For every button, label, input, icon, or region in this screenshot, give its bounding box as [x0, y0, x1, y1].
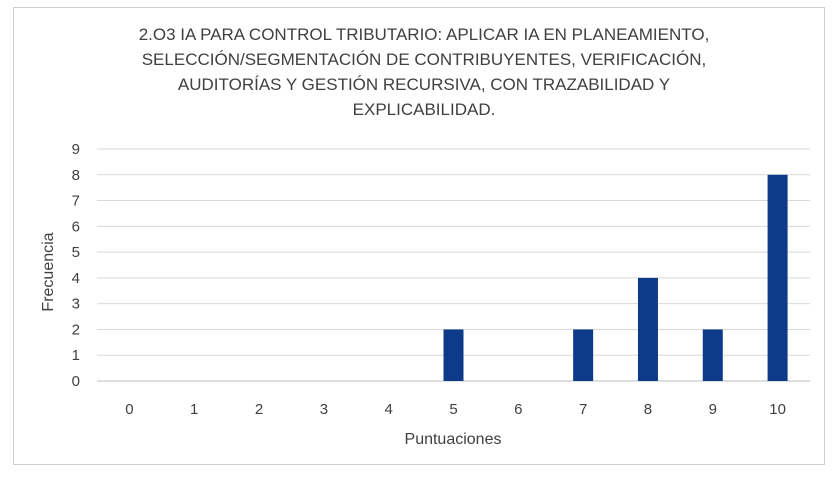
bar-5	[443, 329, 464, 381]
y-tick-label: 4	[72, 270, 80, 287]
y-tick-label: 6	[72, 218, 80, 235]
x-tick-label: 3	[320, 401, 328, 418]
chart-title: 2.O3 IA PARA CONTROL TRIBUTARIO: APLICAR…	[138, 25, 710, 119]
y-axis-title: Frecuencia	[40, 232, 57, 311]
x-tick-label: 1	[190, 401, 198, 418]
y-tick-label: 5	[72, 244, 80, 261]
bar-10	[767, 174, 788, 381]
x-tick-label: 7	[579, 401, 587, 418]
x-axis-title: Puntuaciones	[405, 431, 502, 448]
bar-7	[573, 329, 594, 381]
chart-frame: 2.O3 IA PARA CONTROL TRIBUTARIO: APLICAR…	[13, 7, 825, 465]
y-tick-label: 1	[72, 347, 80, 364]
y-tick-label: 9	[72, 141, 80, 158]
x-tick-label: 5	[449, 401, 457, 418]
y-tick-labels: 0 1 2 3 4 5 6 7 8 9	[72, 141, 80, 390]
x-tick-label: 6	[514, 401, 522, 418]
y-tick-label: 0	[72, 373, 80, 390]
y-tick-label: 2	[72, 321, 80, 338]
y-tick-label: 8	[72, 167, 80, 184]
x-tick-label: 10	[769, 401, 786, 418]
bar-8	[637, 277, 658, 381]
bars	[443, 174, 788, 381]
y-tick-label: 3	[72, 296, 80, 313]
x-tick-label: 8	[644, 401, 652, 418]
x-tick-label: 9	[709, 401, 717, 418]
x-tick-label: 0	[125, 401, 133, 418]
x-tick-label: 2	[255, 401, 263, 418]
x-tick-labels: 0 1 2 3 4 5 6 7 8 9 10	[125, 401, 786, 418]
bar-9	[702, 329, 723, 381]
x-tick-label: 4	[385, 401, 393, 418]
y-tick-label: 7	[72, 193, 80, 210]
